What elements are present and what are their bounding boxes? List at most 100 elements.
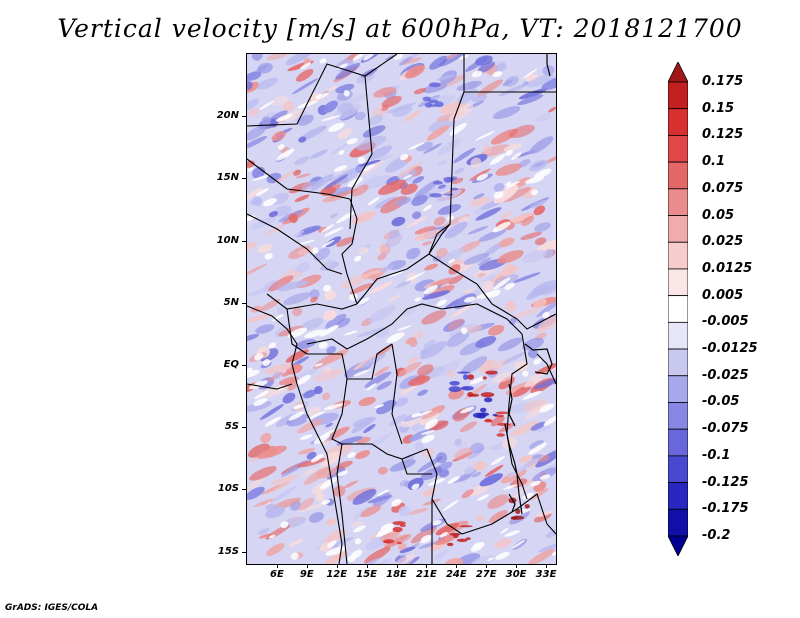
lon-tick-label: 33E [535,569,557,580]
velocity-streak [493,184,519,204]
velocity-gap [376,489,390,497]
velocity-streak [247,136,268,150]
velocity-core [460,386,474,391]
velocity-streak [336,236,355,247]
colorbar-graphic [667,61,689,557]
velocity-streak [390,553,416,564]
velocity-streak [358,246,369,255]
velocity-streak [492,371,517,383]
velocity-streak [264,224,285,236]
velocity-gap [347,177,364,188]
map-frame [246,53,557,565]
velocity-streak [247,313,272,324]
velocity-streak [298,501,330,513]
velocity-streak [475,514,485,522]
velocity-streak [469,168,491,181]
velocity-streak [360,505,382,518]
velocity-gap [427,478,446,486]
velocity-streak [539,284,556,296]
velocity-streak [278,280,307,292]
velocity-streak [490,415,505,427]
colorbar-swatch [667,215,689,243]
velocity-gap [300,62,312,70]
velocity-streak [295,262,311,273]
velocity-streak [404,110,421,122]
velocity-streak [303,389,317,399]
velocity-gap [254,390,269,400]
velocity-streak [495,163,522,176]
velocity-streak [502,437,517,450]
velocity-gap [475,131,495,141]
colorbar-swatch [667,455,689,483]
velocity-streak [296,69,314,82]
velocity-gap [304,329,325,338]
velocity-gap [422,204,432,212]
velocity-core [382,541,391,543]
velocity-streak [389,459,416,472]
velocity-gap [343,90,350,97]
velocity-streak [529,136,554,155]
velocity-gap [543,416,556,426]
lakes [504,54,553,515]
velocity-core [446,542,454,547]
velocity-streak [518,88,548,100]
colorbar [667,61,689,560]
velocity-streak [405,64,425,79]
velocity-streak [414,179,440,198]
velocity-streak [309,296,318,303]
velocity-streak [437,204,462,215]
velocity-streak [376,380,392,391]
velocity-streak [410,526,437,544]
velocity-core [392,521,406,526]
velocity-gap [504,282,515,290]
velocity-streak [408,507,429,515]
velocity-streak [325,422,334,428]
velocity-streak [536,299,556,318]
velocity-gap [366,383,377,391]
velocity-streak [414,229,443,241]
velocity-gap [319,58,327,64]
velocity-gap [315,92,329,100]
velocity-streak [292,78,319,95]
velocity-core [485,418,492,422]
velocity-gap [323,403,345,410]
velocity-streak [454,447,473,460]
velocity-streak [467,483,490,497]
velocity-streak [492,106,521,120]
velocity-streak [358,396,376,407]
velocity-streak [504,76,519,87]
velocity-gap [347,451,356,459]
velocity-streak [444,221,468,239]
velocity-streak [298,225,322,235]
colorbar-swatch [667,61,689,83]
velocity-streak [354,111,366,121]
velocity-streak [297,448,315,455]
velocity-streak [537,541,556,553]
velocity-streak [374,366,390,376]
velocity-gap [288,411,305,421]
velocity-streak [513,272,541,283]
velocity-core [467,374,475,380]
velocity-core [428,82,441,88]
footer-credit: GrADS: IGES/COLA [5,603,99,613]
velocity-gap [264,253,273,260]
velocity-streak [533,205,546,216]
velocity-streak [293,169,302,176]
velocity-streak [329,212,339,219]
velocity-gap [357,156,366,164]
velocity-streak [364,371,392,388]
velocity-streak [297,247,315,256]
velocity-gap [319,324,339,337]
velocity-streak [484,464,504,477]
velocity-gap [393,54,404,60]
velocity-streak [247,71,262,81]
velocity-streak [325,236,342,248]
colorbar-level-label: 0.175 [702,74,744,89]
velocity-streak [453,147,476,163]
velocity-streak [285,54,313,66]
lat-tick-mark [242,302,247,304]
velocity-streak [478,229,507,242]
colorbar-level-label: -0.05 [702,394,740,410]
country-borders [247,54,556,564]
velocity-streak [545,153,556,164]
